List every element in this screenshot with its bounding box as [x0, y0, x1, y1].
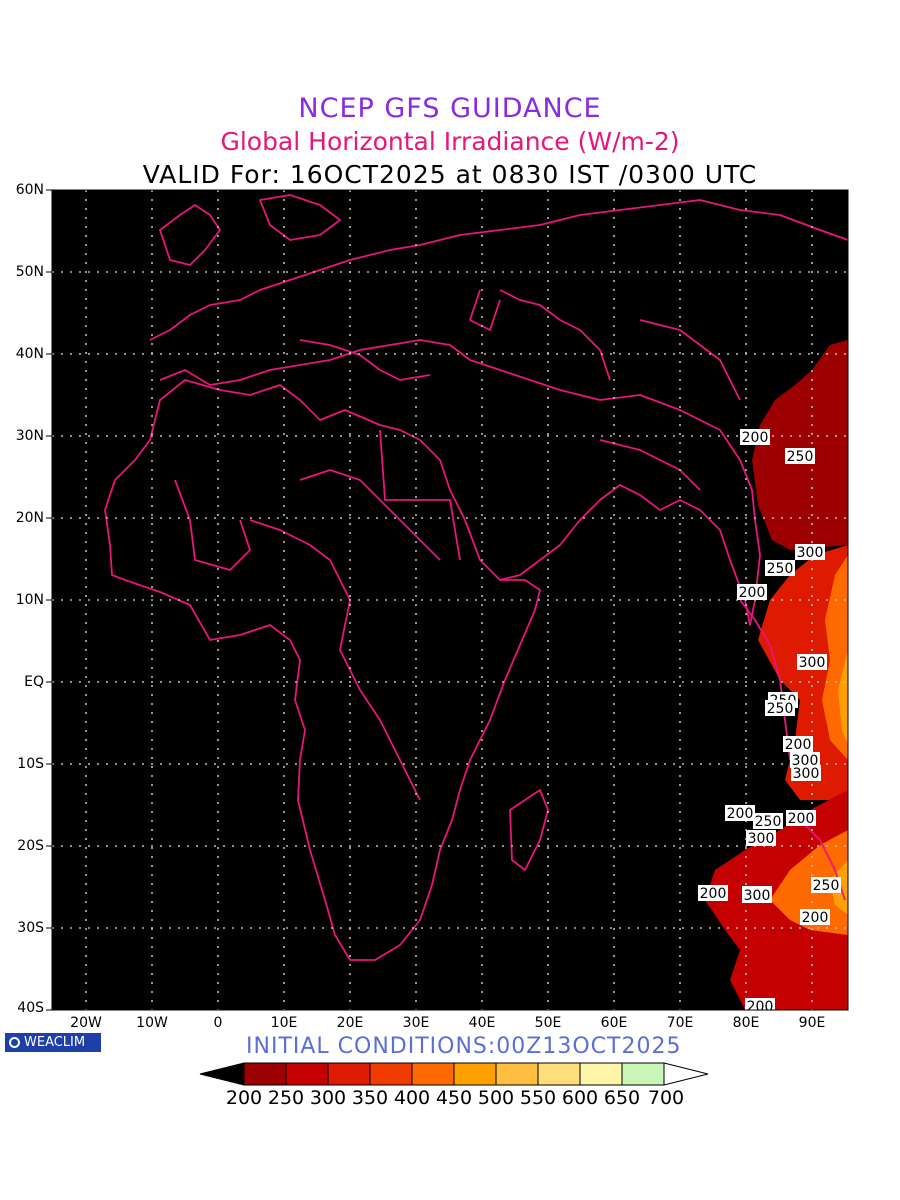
colorbar-label: 550 [519, 1087, 557, 1109]
lat-label: 10S [17, 756, 44, 772]
colorbar-label: 600 [561, 1087, 599, 1109]
initial-conditions: INITIAL CONDITIONS:00Z13OCT2025 [246, 1034, 682, 1059]
logo-text: WEACLIM [24, 1035, 86, 1050]
contour-label-box [745, 998, 775, 1010]
lat-label: 20S [17, 838, 44, 854]
lon-label: 30E [402, 1015, 430, 1031]
contour-label-box [795, 544, 825, 560]
contour-label: 250 [755, 814, 782, 830]
coastlines [104, 194, 848, 961]
contour-label-box [746, 830, 776, 846]
colorbar-cell [285, 1062, 329, 1086]
lat-label: 30S [17, 920, 44, 936]
lat-label: EQ [24, 674, 44, 690]
colorbar-high-arrow [663, 1062, 709, 1086]
contour-label: 200 [785, 737, 812, 753]
valid-time: VALID For: 16OCT2025 at 0830 IST /0300 U… [142, 160, 758, 189]
contour-label: 200 [739, 585, 766, 601]
lon-label: 20E [336, 1015, 364, 1031]
lat-label: 10N [15, 592, 44, 608]
colorbar-cell [453, 1062, 497, 1086]
contour-label-box [790, 752, 820, 768]
irradiance-map: 2002503003002502003002502502003003002002… [46, 189, 849, 1015]
colorbar-cell [537, 1062, 581, 1086]
colorbar-cell [369, 1062, 413, 1086]
lat-label: 20N [15, 510, 44, 526]
lon-label: 40E [468, 1015, 496, 1031]
colorbar-cell [495, 1062, 539, 1086]
contour-label-box [698, 885, 728, 901]
contour-labels: 2002503003002502003002502502003003002002… [698, 429, 841, 1015]
contour-label: 250 [767, 561, 794, 577]
contour-label: 300 [797, 545, 824, 561]
contour-label-box [737, 584, 767, 600]
axis-ticks [46, 189, 52, 1011]
colorbar-label: 250 [267, 1087, 305, 1109]
colorbar-label: 350 [351, 1087, 389, 1109]
colorbar-label: 650 [603, 1087, 641, 1109]
colorbar-cell [243, 1062, 287, 1086]
contour-label: 200 [802, 910, 829, 926]
contour-label: 200 [700, 886, 727, 902]
contour-label-box [765, 560, 795, 576]
title-line-2: Global Horizontal Irradiance (W/m-2) [220, 127, 680, 156]
colorbar-label: 200 [225, 1087, 263, 1109]
contour-label: 200 [742, 430, 769, 446]
lon-label: 10E [270, 1015, 298, 1031]
contour-label: 250 [767, 701, 794, 717]
colorbar-label: 500 [477, 1087, 515, 1109]
lon-label: 0 [213, 1015, 223, 1031]
lat-label: 60N [15, 182, 44, 198]
lon-label: 70E [666, 1015, 694, 1031]
graticule [52, 190, 848, 1010]
contour-label-box [811, 877, 841, 893]
contour-label: 300 [748, 831, 775, 847]
contour-label-box [786, 810, 816, 826]
contour-label-box [783, 736, 813, 752]
contour-label-box [725, 805, 755, 821]
contour-label-box [753, 813, 783, 829]
contour-label-box [800, 909, 830, 925]
weaclim-logo[interactable]: WEACLIM [5, 1033, 101, 1052]
irradiance-field [705, 340, 848, 1010]
contour-label: 250 [787, 449, 814, 465]
lat-label: 50N [15, 264, 44, 280]
contour-label-box [797, 654, 827, 670]
colorbar-label: 700 [647, 1087, 685, 1109]
contour-label: 200 [788, 811, 815, 827]
lon-label: 60E [600, 1015, 628, 1031]
contour-label-box [740, 429, 770, 445]
contour-label: 300 [799, 655, 826, 671]
title-line-1: NCEP GFS GUIDANCE [298, 93, 602, 124]
lon-label: 80E [732, 1015, 760, 1031]
colorbar-label: 400 [393, 1087, 431, 1109]
contour-label-box [785, 448, 815, 464]
contour-label: 200 [747, 999, 774, 1015]
lat-label: 40S [17, 1000, 44, 1016]
lat-label: 30N [15, 428, 44, 444]
lat-label: 40N [15, 346, 44, 362]
colorbar-cell [411, 1062, 455, 1086]
contour-label: 250 [813, 878, 840, 894]
contour-label: 300 [793, 766, 820, 782]
colorbar-cell [621, 1062, 665, 1086]
contour-label: 300 [744, 888, 771, 904]
contour-label-box [742, 887, 772, 903]
lon-label: 90E [798, 1015, 826, 1031]
colorbar-cell [579, 1062, 623, 1086]
lon-label: 20W [70, 1015, 102, 1031]
lon-label: 10W [136, 1015, 168, 1031]
contour-label-box [765, 700, 795, 716]
colorbar-label: 450 [435, 1087, 473, 1109]
weaclim-logo-icon [9, 1037, 20, 1048]
contour-label: 200 [727, 806, 754, 822]
lon-label: 50E [534, 1015, 562, 1031]
colorbar-label: 300 [309, 1087, 347, 1109]
colorbar-low-arrow [199, 1062, 245, 1086]
contour-label-box [791, 765, 821, 781]
colorbar-cell [327, 1062, 371, 1086]
